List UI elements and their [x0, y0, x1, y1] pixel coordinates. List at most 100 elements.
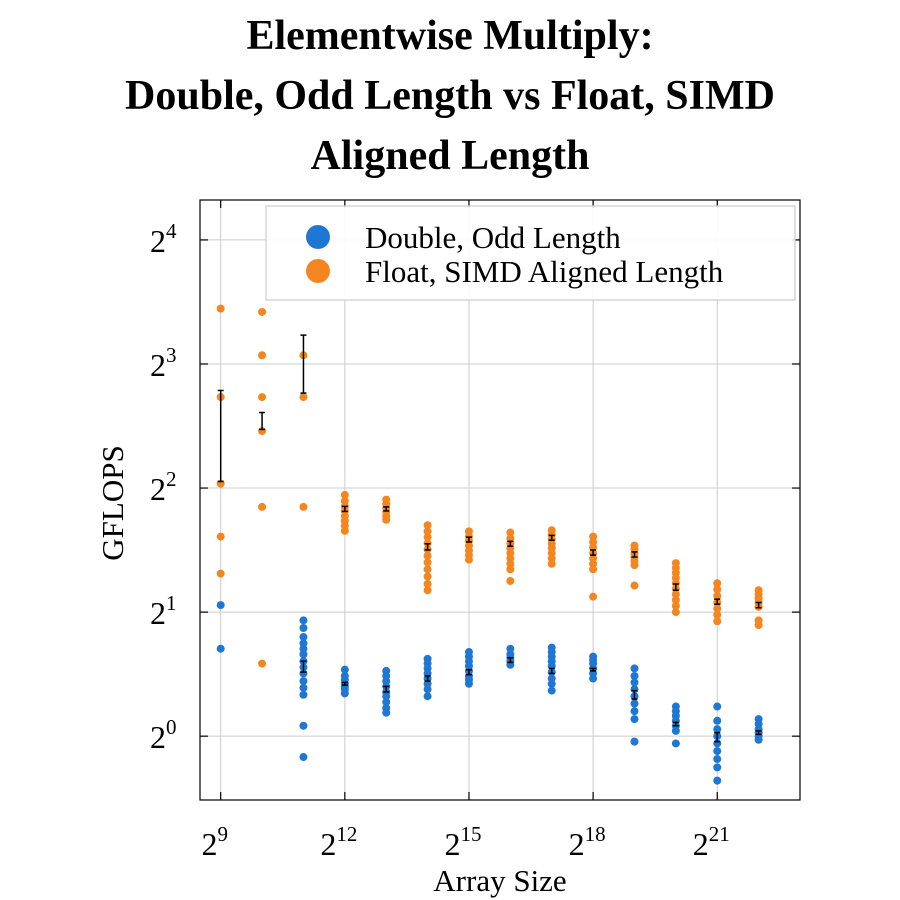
data-point: [547, 679, 556, 688]
y-tick-label: 24: [150, 219, 177, 259]
data-point: [299, 677, 308, 686]
data-point: [671, 739, 680, 748]
legend-box: [265, 205, 796, 301]
data-point: [713, 591, 722, 600]
data-point: [340, 689, 349, 698]
data-point: [754, 735, 763, 744]
data-point: [630, 671, 639, 680]
data-point: [713, 617, 722, 626]
data-point: [713, 776, 722, 785]
chart-title-line-1: Elementwise Multiply:: [246, 13, 654, 59]
data-point: [464, 555, 473, 564]
data-point: [506, 559, 515, 568]
legend-label: Float, SIMD Aligned Length: [365, 254, 724, 289]
data-point: [216, 532, 225, 541]
data-point: [713, 585, 722, 594]
data-point: [340, 490, 349, 499]
data-point: [299, 393, 308, 402]
data-point: [671, 601, 680, 610]
x-tick-label: 212: [320, 822, 357, 862]
data-point: [382, 708, 391, 717]
data-point: [671, 608, 680, 617]
legend-marker: [306, 259, 330, 283]
data-point: [630, 715, 639, 724]
y-tick-label: 22: [150, 467, 177, 507]
data-point: [299, 721, 308, 730]
data-point: [630, 678, 639, 687]
data-point: [216, 644, 225, 653]
data-point: [423, 572, 432, 581]
data-point: [299, 690, 308, 699]
data-point: [630, 707, 639, 716]
data-point: [589, 565, 598, 574]
data-point: [671, 726, 680, 735]
x-tick-label: 221: [693, 822, 730, 862]
data-point: [299, 753, 308, 762]
data-point: [630, 737, 639, 746]
data-point: [382, 692, 391, 701]
data-point: [506, 644, 515, 653]
chart-title-line-2: Double, Odd Length vs Float, SIMD: [125, 73, 775, 119]
data-point: [258, 351, 267, 360]
axis-ticks: 29 212 215 218 221 20 21 22 23 24: [150, 200, 800, 862]
data-point: [258, 307, 267, 316]
data-point: [299, 644, 308, 653]
data-point: [713, 763, 722, 772]
data-point: [713, 725, 722, 734]
data-point: [506, 528, 515, 537]
data-point: [713, 610, 722, 619]
data-point: [713, 604, 722, 613]
data-point: [423, 521, 432, 530]
data-point: [713, 747, 722, 756]
data-point: [423, 586, 432, 595]
data-point: [713, 702, 722, 711]
x-tick-label: 218: [569, 822, 606, 862]
data-point: [506, 565, 515, 574]
data-point: [630, 561, 639, 570]
data-point: [423, 551, 432, 560]
data-point: [547, 559, 556, 568]
data-point: [423, 692, 432, 701]
data-point: [340, 665, 349, 674]
data-point: [423, 558, 432, 567]
y-tick-label: 20: [150, 715, 177, 755]
data-point: [423, 685, 432, 694]
data-point: [423, 565, 432, 574]
data-point: [589, 537, 598, 546]
data-point: [506, 576, 515, 585]
data-point: [713, 755, 722, 764]
chart-title-line-3: Aligned Length: [310, 133, 590, 179]
data-point: [671, 590, 680, 599]
data-point: [216, 601, 225, 610]
data-point: [216, 304, 225, 313]
data-point: [299, 633, 308, 642]
data-point: [630, 699, 639, 708]
data-point: [299, 624, 308, 633]
legend-label: Double, Odd Length: [365, 220, 621, 255]
data-point: [589, 592, 598, 601]
x-tick-label: 215: [444, 822, 481, 862]
y-tick-label: 21: [150, 591, 177, 631]
data-point: [630, 581, 639, 590]
y-tick-label: 23: [150, 343, 177, 383]
data-point: [423, 580, 432, 589]
plot-frame: [199, 199, 801, 801]
data-point: [340, 526, 349, 535]
data-point: [589, 559, 598, 568]
data-point: [671, 595, 680, 604]
data-point: [423, 527, 432, 536]
data-point: [589, 674, 598, 683]
data-point: [423, 533, 432, 542]
x-axis-label: Array Size: [433, 863, 566, 898]
data-point: [258, 502, 267, 511]
data-point: [299, 683, 308, 692]
legend-marker: [306, 225, 330, 249]
data-point: [299, 616, 308, 625]
data-point: [713, 579, 722, 588]
data-points: [216, 304, 763, 785]
x-tick-label: 29: [201, 822, 228, 862]
data-point: [382, 515, 391, 524]
data-point: [299, 502, 308, 511]
